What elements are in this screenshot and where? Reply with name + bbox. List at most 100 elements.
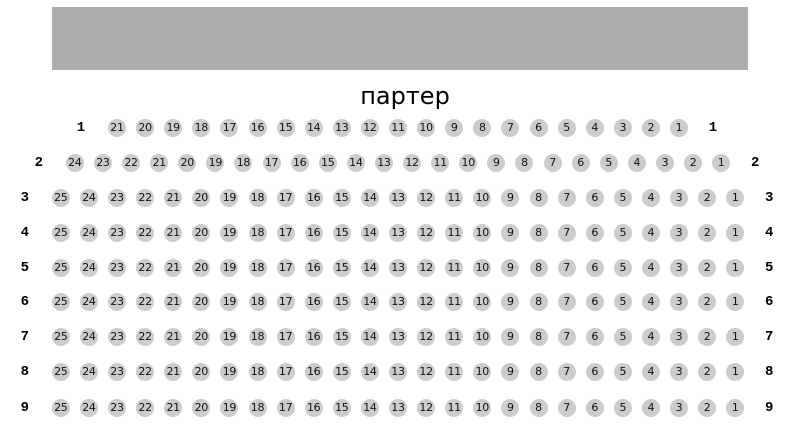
seat[interactable]: 8 — [529, 259, 548, 277]
seat[interactable]: 1 — [726, 293, 745, 311]
seat[interactable]: 9 — [501, 224, 520, 242]
seat[interactable]: 18 — [248, 328, 267, 346]
seat[interactable]: 24 — [79, 399, 98, 417]
seat[interactable]: 4 — [641, 224, 660, 242]
seat[interactable]: 3 — [670, 293, 688, 311]
seat[interactable]: 2 — [698, 224, 717, 242]
seat[interactable]: 19 — [220, 293, 239, 311]
seat[interactable]: 15 — [332, 399, 351, 417]
seat[interactable]: 19 — [220, 399, 239, 417]
seat[interactable]: 25 — [51, 224, 70, 242]
seat[interactable]: 16 — [290, 154, 309, 172]
seat[interactable]: 13 — [389, 328, 407, 346]
seat[interactable]: 20 — [192, 189, 211, 207]
seat[interactable]: 1 — [726, 224, 745, 242]
seat[interactable]: 15 — [332, 328, 351, 346]
seat[interactable]: 19 — [220, 328, 239, 346]
seat[interactable]: 19 — [206, 154, 225, 172]
seat[interactable]: 19 — [220, 224, 239, 242]
seat[interactable]: 2 — [684, 154, 703, 172]
seat[interactable]: 10 — [473, 363, 492, 381]
seat[interactable]: 12 — [417, 224, 436, 242]
seat[interactable]: 7 — [543, 154, 562, 172]
seat[interactable]: 7 — [557, 328, 576, 346]
seat[interactable]: 21 — [164, 259, 183, 277]
seat[interactable]: 9 — [501, 328, 520, 346]
seat[interactable]: 1 — [726, 189, 745, 207]
seat[interactable]: 23 — [108, 328, 126, 346]
seat[interactable]: 19 — [220, 363, 239, 381]
seat[interactable]: 22 — [136, 363, 155, 381]
seat[interactable]: 7 — [557, 224, 576, 242]
seat[interactable]: 24 — [79, 293, 98, 311]
seat[interactable]: 12 — [360, 119, 379, 137]
seat[interactable]: 12 — [417, 399, 436, 417]
seat[interactable]: 16 — [248, 119, 267, 137]
seat[interactable]: 3 — [670, 189, 688, 207]
seat[interactable]: 24 — [79, 328, 98, 346]
seat[interactable]: 21 — [164, 399, 183, 417]
seat[interactable]: 2 — [698, 328, 717, 346]
seat[interactable]: 10 — [473, 189, 492, 207]
seat[interactable]: 7 — [557, 189, 576, 207]
seat[interactable]: 1 — [726, 328, 745, 346]
seat[interactable]: 20 — [192, 293, 211, 311]
seat[interactable]: 11 — [445, 224, 464, 242]
seat[interactable]: 1 — [670, 119, 688, 137]
seat[interactable]: 2 — [698, 363, 717, 381]
seat[interactable]: 22 — [136, 259, 155, 277]
seat[interactable]: 6 — [585, 363, 604, 381]
seat[interactable]: 11 — [389, 119, 407, 137]
seat[interactable]: 10 — [473, 259, 492, 277]
seat[interactable]: 13 — [389, 189, 407, 207]
seat[interactable]: 21 — [164, 293, 183, 311]
seat[interactable]: 15 — [332, 224, 351, 242]
seat[interactable]: 23 — [108, 399, 126, 417]
seat[interactable]: 15 — [276, 119, 295, 137]
seat[interactable]: 25 — [51, 293, 70, 311]
seat[interactable]: 17 — [276, 399, 295, 417]
seat[interactable]: 12 — [417, 293, 436, 311]
seat[interactable]: 18 — [234, 154, 253, 172]
seat[interactable]: 23 — [108, 293, 126, 311]
seat[interactable]: 13 — [389, 363, 407, 381]
seat[interactable]: 3 — [670, 328, 688, 346]
seat[interactable]: 15 — [332, 259, 351, 277]
seat[interactable]: 13 — [389, 259, 407, 277]
seat[interactable]: 7 — [557, 293, 576, 311]
seat[interactable]: 15 — [332, 293, 351, 311]
seat[interactable]: 16 — [304, 328, 323, 346]
seat[interactable]: 8 — [529, 363, 548, 381]
seat[interactable]: 5 — [557, 119, 576, 137]
seat[interactable]: 25 — [51, 328, 70, 346]
seat[interactable]: 18 — [248, 224, 267, 242]
seat[interactable]: 17 — [262, 154, 281, 172]
seat[interactable]: 21 — [164, 224, 183, 242]
seat[interactable]: 19 — [220, 259, 239, 277]
seat[interactable]: 20 — [192, 363, 211, 381]
seat[interactable]: 14 — [360, 259, 379, 277]
seat[interactable]: 7 — [557, 363, 576, 381]
seat[interactable]: 8 — [529, 399, 548, 417]
seat[interactable]: 5 — [613, 328, 632, 346]
seat[interactable]: 4 — [641, 259, 660, 277]
seat[interactable]: 10 — [417, 119, 436, 137]
seat[interactable]: 20 — [178, 154, 197, 172]
seat[interactable]: 12 — [417, 363, 436, 381]
seat[interactable]: 13 — [374, 154, 393, 172]
seat[interactable]: 10 — [459, 154, 478, 172]
seat[interactable]: 14 — [360, 328, 379, 346]
seat[interactable]: 9 — [501, 399, 520, 417]
seat[interactable]: 12 — [417, 189, 436, 207]
seat[interactable]: 23 — [108, 189, 126, 207]
seat[interactable]: 8 — [529, 224, 548, 242]
seat[interactable]: 5 — [613, 363, 632, 381]
seat[interactable]: 16 — [304, 293, 323, 311]
seat[interactable]: 13 — [389, 293, 407, 311]
seat[interactable]: 9 — [501, 363, 520, 381]
seat[interactable]: 11 — [445, 328, 464, 346]
seat[interactable]: 9 — [501, 293, 520, 311]
seat[interactable]: 7 — [557, 399, 576, 417]
seat[interactable]: 14 — [360, 189, 379, 207]
seat[interactable]: 18 — [192, 119, 211, 137]
